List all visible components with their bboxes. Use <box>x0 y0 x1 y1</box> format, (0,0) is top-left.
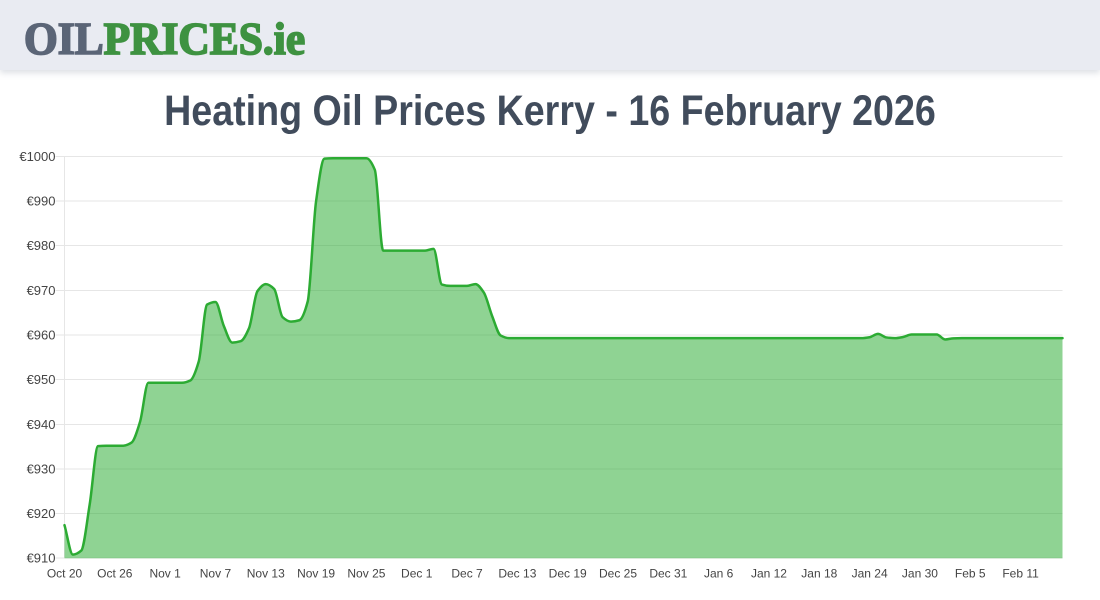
svg-text:€910: €910 <box>27 551 56 566</box>
svg-text:€990: €990 <box>27 194 56 209</box>
svg-text:€970: €970 <box>27 283 56 298</box>
svg-text:Jan 30: Jan 30 <box>902 567 938 581</box>
svg-text:Jan 24: Jan 24 <box>852 567 888 581</box>
svg-text:Nov 19: Nov 19 <box>297 567 335 581</box>
svg-text:Nov 7: Nov 7 <box>200 567 232 581</box>
svg-text:Dec 31: Dec 31 <box>649 567 687 581</box>
svg-text:Dec 13: Dec 13 <box>498 567 536 581</box>
svg-text:Oct 26: Oct 26 <box>97 567 133 581</box>
svg-text:€950: €950 <box>27 372 56 387</box>
svg-text:Dec 1: Dec 1 <box>401 567 433 581</box>
svg-text:Dec 7: Dec 7 <box>451 567 483 581</box>
svg-text:€960: €960 <box>27 327 56 342</box>
svg-text:Feb 5: Feb 5 <box>955 567 986 581</box>
svg-text:Dec 25: Dec 25 <box>599 567 637 581</box>
svg-text:Jan 6: Jan 6 <box>704 567 734 581</box>
svg-text:Dec 19: Dec 19 <box>549 567 587 581</box>
svg-text:€930: €930 <box>27 461 56 476</box>
svg-text:Jan 18: Jan 18 <box>801 567 837 581</box>
svg-text:€1000: €1000 <box>19 149 55 164</box>
svg-text:Nov 13: Nov 13 <box>247 567 285 581</box>
svg-text:€980: €980 <box>27 238 56 253</box>
svg-text:Oct 20: Oct 20 <box>47 567 83 581</box>
svg-text:Jan 12: Jan 12 <box>751 567 787 581</box>
svg-text:Nov 1: Nov 1 <box>149 567 181 581</box>
svg-text:€940: €940 <box>27 417 56 432</box>
svg-text:€920: €920 <box>27 506 56 521</box>
svg-text:Feb 11: Feb 11 <box>1002 567 1039 581</box>
svg-text:Nov 25: Nov 25 <box>347 567 385 581</box>
